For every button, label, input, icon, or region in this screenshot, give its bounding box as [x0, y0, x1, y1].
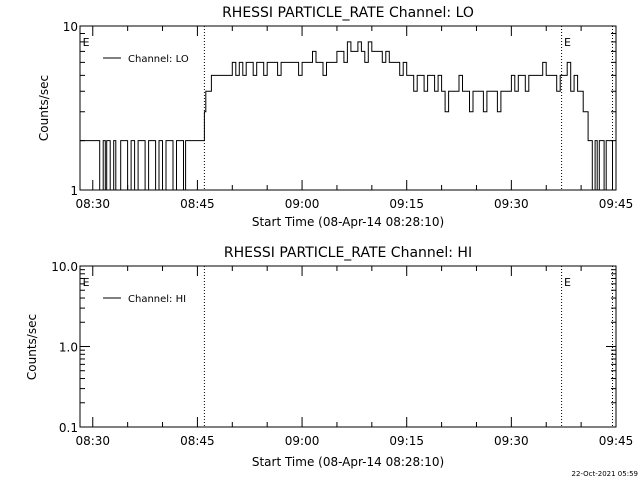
x-tick-label-hi: 09:45 — [599, 434, 634, 448]
chart-title-hi: RHESSI PARTICLE_RATE Channel: HI — [224, 245, 472, 261]
y-tick-label-lo: 1 — [70, 184, 78, 198]
x-tick-label-hi: 08:45 — [180, 434, 215, 448]
x-tick-label-lo: 09:15 — [389, 197, 424, 211]
series-line-lo — [80, 41, 613, 191]
x-tick-label-hi: 08:30 — [75, 434, 110, 448]
x-tick-label-hi: 09:00 — [285, 434, 320, 448]
y-axis-label-lo: Counts/sec — [37, 75, 51, 141]
y-tick-label-hi: 0.1 — [59, 421, 78, 435]
y-axis-label-hi: Counts/sec — [25, 314, 39, 380]
plot-frame-hi — [79, 265, 617, 428]
event-marker-hi: E — [564, 276, 571, 289]
plot-frame-lo — [79, 25, 617, 191]
legend-label-lo: Channel: LO — [128, 54, 189, 65]
x-tick-label-lo: 08:30 — [75, 197, 110, 211]
timestamp-label: 22-Oct-2021 05:59 — [572, 470, 638, 478]
chart-marks-hi: 0.1 1.0 10.0 08:30 08:45 09:00 09:15 09:30 09:45… — [51, 260, 634, 448]
x-tick-label-lo: 08:45 — [180, 197, 215, 211]
chart-panel-lo: RHESSI PARTICLE_RATE Channel: LO Counts/… — [37, 5, 634, 229]
x-tick-label-lo: 09:30 — [494, 197, 529, 211]
x-tick-label-hi: 09:30 — [494, 434, 529, 448]
chart-title-lo: RHESSI PARTICLE_RATE Channel: LO — [222, 5, 474, 21]
event-marker-hi: E — [83, 276, 90, 289]
event-marker-lo: E — [564, 36, 571, 49]
y-tick-label-hi: 1.0 — [59, 341, 78, 355]
x-axis-label-lo: Start Time (08-Apr-14 08:28:10) — [252, 215, 444, 229]
y-tick-label-lo: 10 — [63, 20, 78, 34]
x-tick-label-lo: 09:00 — [285, 197, 320, 211]
event-marker-lo: E — [83, 36, 90, 49]
x-tick-label-hi: 09:15 — [389, 434, 424, 448]
chart-panel-hi: RHESSI PARTICLE_RATE Channel: HI Counts/… — [25, 245, 634, 469]
legend-label-hi: Channel: HI — [128, 294, 186, 305]
y-tick-label-hi: 10.0 — [51, 260, 78, 274]
x-tick-label-lo: 09:45 — [599, 197, 634, 211]
x-axis-label-hi: Start Time (08-Apr-14 08:28:10) — [252, 455, 444, 469]
